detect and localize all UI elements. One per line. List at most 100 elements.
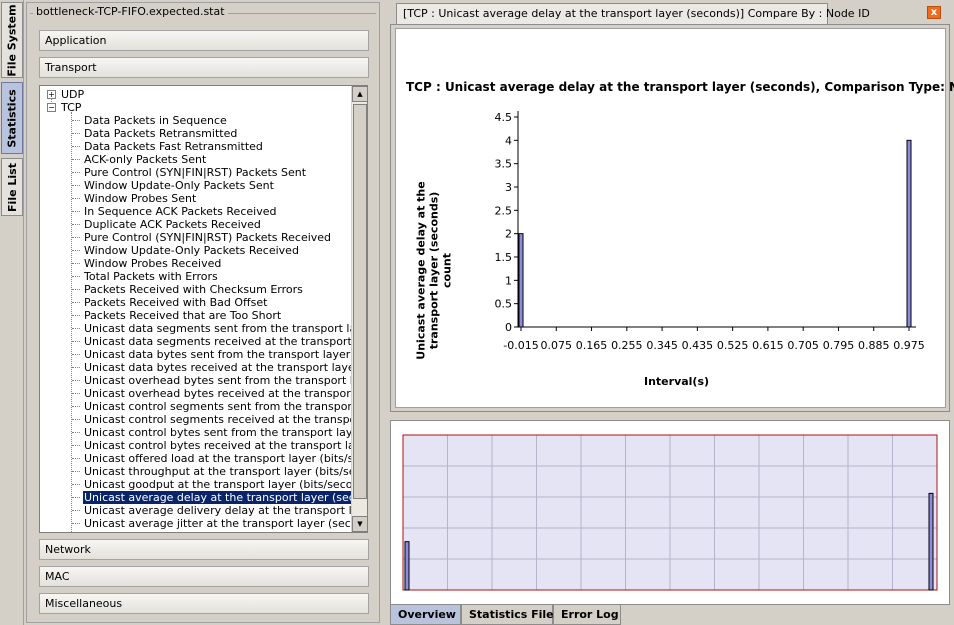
tree-connector bbox=[72, 289, 80, 290]
chart-area: TCP : Unicast average delay at the trans… bbox=[395, 28, 954, 408]
y-tick-label: 0.5 bbox=[495, 298, 513, 311]
x-tick-label: 0.615 bbox=[752, 339, 784, 352]
tree-item[interactable]: Unicast average jitter at the transport … bbox=[84, 517, 368, 530]
tree-item[interactable]: Unicast data segments received at the tr… bbox=[84, 335, 368, 348]
scroll-up-arrow-icon[interactable]: ▲ bbox=[352, 86, 367, 102]
tree-connector bbox=[72, 471, 80, 472]
tab-statistics-file[interactable]: Statistics File bbox=[461, 605, 554, 625]
tree-connector bbox=[72, 367, 80, 368]
collapse-icon[interactable]: − bbox=[47, 103, 56, 112]
group-transport[interactable]: Transport bbox=[39, 57, 369, 78]
tree-item[interactable]: Window Probes Sent bbox=[84, 192, 197, 205]
tab-file-list[interactable]: File List bbox=[1, 158, 23, 216]
tree-node-tcp[interactable]: TCP bbox=[61, 101, 82, 114]
tree-content: + UDP − TCP Data Packets in Sequence Data… bbox=[40, 86, 367, 532]
tree-item[interactable]: Window Update-Only Packets Received bbox=[84, 244, 299, 257]
tree-item[interactable]: Unicast goodput at the transport layer (… bbox=[84, 478, 368, 491]
tree-node-udp[interactable]: UDP bbox=[61, 88, 85, 101]
tree-item[interactable]: Data Packets Fast Retransmitted bbox=[84, 140, 263, 153]
tree-item[interactable]: Unicast control bytes received at the tr… bbox=[84, 439, 368, 452]
tree-connector bbox=[72, 302, 80, 303]
chart-document-tab[interactable]: [TCP : Unicast average delay at the tran… bbox=[396, 3, 870, 24]
tab-statistics[interactable]: Statistics bbox=[1, 82, 23, 154]
x-tick-label: 0.705 bbox=[787, 339, 819, 352]
tree-item[interactable]: Duplicate ACK Packets Received bbox=[84, 218, 261, 231]
tree-item[interactable]: In Sequence ACK Packets Received bbox=[84, 205, 277, 218]
stat-file-title: bottleneck-TCP-FIFO.expected.stat bbox=[33, 5, 228, 18]
tree-connector bbox=[72, 484, 80, 485]
tree-item[interactable]: Unicast average delivery delay at the tr… bbox=[84, 504, 368, 517]
tree-item[interactable]: Packets Received that are Too Short bbox=[84, 309, 282, 322]
tree-scrollbar[interactable]: ▲ ▼ bbox=[351, 86, 367, 532]
tree-connector bbox=[72, 211, 80, 212]
scroll-down-arrow-icon[interactable]: ▼ bbox=[352, 516, 367, 532]
side-tab-bar: File System Statistics File List bbox=[0, 0, 24, 625]
tree-connector bbox=[72, 458, 80, 459]
expand-icon[interactable]: + bbox=[47, 90, 56, 99]
tree-connector bbox=[72, 315, 80, 316]
tree-connector bbox=[72, 419, 80, 420]
tree-connector bbox=[72, 276, 80, 277]
tree-item[interactable]: Window Update-Only Packets Sent bbox=[84, 179, 274, 192]
tree-item[interactable]: Unicast overhead bytes received at the t… bbox=[84, 387, 368, 400]
group-mac[interactable]: MAC bbox=[39, 566, 369, 587]
tree-connector bbox=[72, 380, 80, 381]
x-tick-label: 0.975 bbox=[893, 339, 925, 352]
overview-selection-frame bbox=[402, 434, 938, 591]
tree-item[interactable]: Window Probes Received bbox=[84, 257, 222, 270]
tree-connector bbox=[72, 406, 80, 407]
tab-file-system[interactable]: File System bbox=[1, 2, 23, 78]
tab-overview[interactable]: Overview bbox=[390, 605, 461, 625]
tree-item[interactable]: Unicast offered load at the transport la… bbox=[84, 452, 368, 465]
x-tick-label: 0.255 bbox=[611, 339, 643, 352]
tree-connector bbox=[72, 133, 80, 134]
group-application[interactable]: Application bbox=[39, 30, 369, 51]
tree-item[interactable]: ACK-only Packets Sent bbox=[84, 153, 207, 166]
tree-item[interactable]: Total Packets with Errors bbox=[84, 270, 218, 283]
x-tick-label: 0.075 bbox=[541, 339, 573, 352]
tree-connector bbox=[72, 328, 80, 329]
chart-window: TCP : Unicast average delay at the trans… bbox=[390, 24, 954, 412]
tree-item[interactable]: Unicast throughput at the transport laye… bbox=[84, 465, 368, 478]
chart-title: TCP : Unicast average delay at the trans… bbox=[406, 80, 954, 94]
tree-item[interactable]: Unicast data segments sent from the tran… bbox=[84, 322, 368, 335]
tree-connector bbox=[72, 445, 80, 446]
tree-connector bbox=[72, 510, 80, 511]
y-tick-label: 1 bbox=[505, 274, 512, 287]
tab-error-log[interactable]: Error Log bbox=[553, 605, 621, 625]
tree-item[interactable]: Unicast control segments received at the… bbox=[84, 413, 368, 426]
x-tick-label: 0.525 bbox=[717, 339, 749, 352]
group-miscellaneous[interactable]: Miscellaneous bbox=[39, 593, 369, 614]
tree-item[interactable]: Packets Received with Bad Offset bbox=[84, 296, 268, 309]
tree-item[interactable]: Unicast data bytes received at the trans… bbox=[84, 361, 368, 374]
tree-item[interactable]: Unicast data bytes sent from the transpo… bbox=[84, 348, 368, 361]
group-network[interactable]: Network bbox=[39, 539, 369, 560]
tree-connector bbox=[72, 146, 80, 147]
tree-item[interactable]: Data Packets in Sequence bbox=[84, 114, 227, 127]
tree-connector bbox=[71, 112, 72, 532]
tree-item[interactable]: Unicast control bytes sent from the tran… bbox=[84, 426, 368, 439]
overview-bar bbox=[928, 492, 934, 591]
tree-connector bbox=[72, 393, 80, 394]
tree-connector bbox=[72, 432, 80, 433]
tree-connector bbox=[72, 263, 80, 264]
tree-connector bbox=[72, 497, 80, 498]
tree-connector bbox=[72, 354, 80, 355]
tree-item[interactable]: Unicast average delay at the transport l… bbox=[81, 490, 367, 505]
tree-item[interactable]: Pure Control (SYN|FIN|RST) Packets Recei… bbox=[84, 231, 332, 244]
tree-item[interactable]: Unicast overhead bytes sent from the tra… bbox=[84, 374, 368, 387]
statistics-tree[interactable]: + UDP − TCP Data Packets in Sequence Data… bbox=[39, 85, 368, 533]
tree-item[interactable]: Unicast control segments sent from the t… bbox=[84, 400, 368, 413]
bar bbox=[906, 139, 912, 328]
tree-item[interactable]: Data Packets Retransmitted bbox=[84, 127, 238, 140]
x-tick-label: 0.165 bbox=[576, 339, 608, 352]
y-tick-label: 1.5 bbox=[495, 251, 513, 264]
y-tick-label: 0 bbox=[505, 321, 512, 334]
tree-connector bbox=[72, 198, 80, 199]
overview-plot[interactable] bbox=[391, 421, 949, 604]
overview-pane bbox=[390, 420, 950, 605]
scroll-thumb[interactable] bbox=[353, 104, 367, 499]
tree-item[interactable]: Pure Control (SYN|FIN|RST) Packets Sent bbox=[84, 166, 307, 179]
close-icon[interactable]: x bbox=[927, 6, 941, 19]
tree-item[interactable]: Packets Received with Checksum Errors bbox=[84, 283, 303, 296]
